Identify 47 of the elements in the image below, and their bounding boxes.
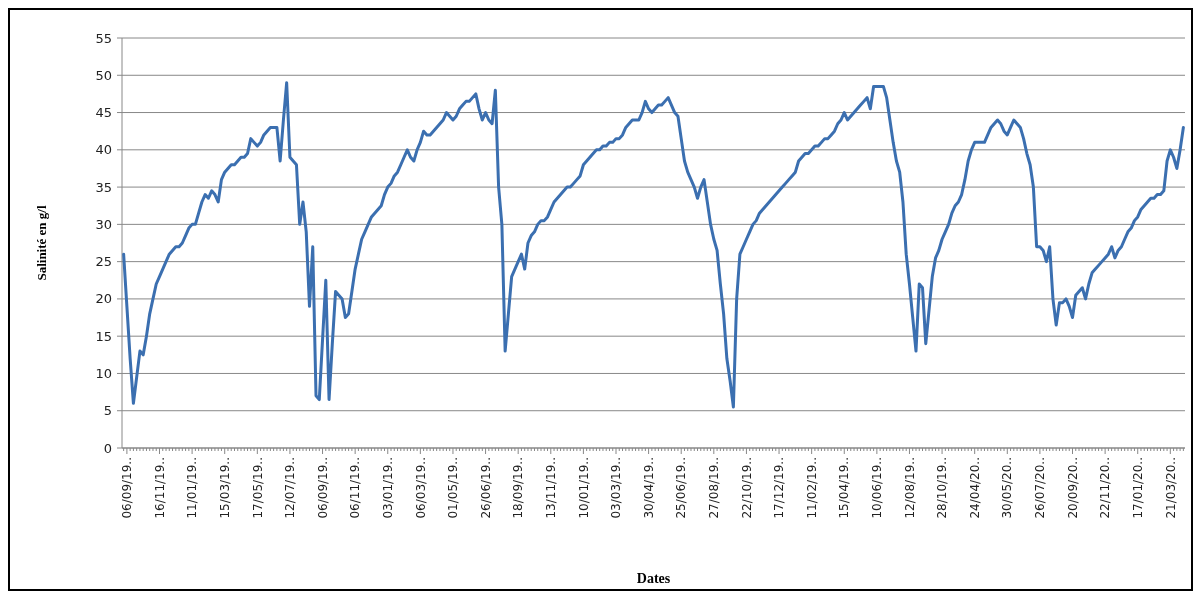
x-tick-label: 06/03/19.. <box>413 457 428 519</box>
x-tick-label: 06/11/19.. <box>348 457 363 519</box>
y-tick-label: 55 <box>95 30 112 46</box>
x-tick-label: 11/01/19.. <box>185 457 200 519</box>
x-tick-label: 12/07/19.. <box>283 457 298 519</box>
x-tick-label: 21/03/20.. <box>1163 457 1178 519</box>
x-tick-label: 12/08/19.. <box>902 457 917 519</box>
y-tick-label: 50 <box>95 67 112 83</box>
x-tick-label: 20/09/20.. <box>1065 457 1080 519</box>
y-tick-label: 30 <box>95 216 112 232</box>
y-tick-label: 5 <box>103 403 112 419</box>
x-tick-label: 03/03/19.. <box>609 457 624 519</box>
y-tick-label: 45 <box>95 105 112 121</box>
x-tick-label: 06/09/19.. <box>315 457 330 519</box>
x-tick-label: 22/10/19.. <box>739 457 754 519</box>
x-tick-label: 15/03/19.. <box>217 457 232 519</box>
x-tick-label: 17/12/19.. <box>772 457 787 519</box>
y-axis-title: Salinité en g/l <box>34 205 49 281</box>
x-tick-label: 26/06/19.. <box>478 457 493 519</box>
x-tick-label: 26/07/20.. <box>1033 457 1048 519</box>
x-tick-label: 18/09/19.. <box>511 457 526 519</box>
x-tick-label: 17/05/19.. <box>250 457 265 519</box>
x-tick-label: 03/01/19.. <box>380 457 395 519</box>
y-tick-label: 40 <box>95 142 112 158</box>
x-tick-label: 28/10/19.. <box>935 457 950 519</box>
x-tick-label: 10/01/19.. <box>576 457 591 519</box>
x-tick-label: 15/04/19.. <box>837 457 852 519</box>
y-tick-label: 0 <box>103 440 112 456</box>
y-tick-label: 35 <box>95 179 112 195</box>
x-tick-label: 30/04/19.. <box>641 457 656 519</box>
x-axis-title: Dates <box>636 571 671 586</box>
x-tick-label: 27/08/19.. <box>707 457 722 519</box>
x-tick-label: 17/01/20.. <box>1130 457 1145 519</box>
y-tick-label: 25 <box>95 254 112 270</box>
x-tick-label: 10/06/19.. <box>870 457 885 519</box>
x-tick-label: 13/11/19.. <box>543 457 558 519</box>
x-tick-label: 11/02/19.. <box>804 457 819 519</box>
x-tick-label: 24/04/20.. <box>967 457 982 519</box>
y-tick-label: 15 <box>95 328 112 344</box>
x-tick-label: 16/11/19.. <box>152 457 167 519</box>
x-tick-label: 25/06/19.. <box>674 457 689 519</box>
x-tick-label: 01/05/19.. <box>446 457 461 519</box>
y-tick-label: 10 <box>95 366 112 381</box>
x-tick-label: 30/05/20.. <box>1000 457 1015 519</box>
y-tick-label: 20 <box>95 291 112 307</box>
x-tick-label: 22/11/20.. <box>1098 457 1113 519</box>
x-tick-label: 06/09/19.. <box>120 457 135 519</box>
